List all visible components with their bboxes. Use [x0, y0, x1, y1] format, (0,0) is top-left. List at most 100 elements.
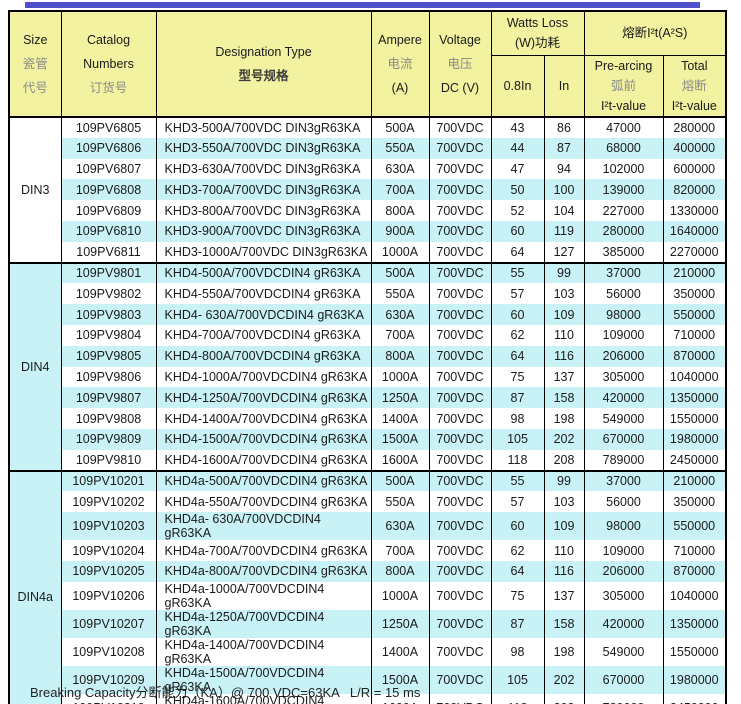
table-row: 109PV10208 KHD4a-1400A/700VDCDIN4 gR63KA 1… — [9, 637, 727, 666]
watts-loss-08in-cell: 60 — [490, 304, 545, 325]
watts-loss-in-cell: 103 — [543, 491, 585, 513]
header-size-zh2: 代号 — [22, 81, 48, 95]
header-catalog: Catalog Numbers 订货号 — [60, 10, 157, 118]
total-i2t-cell: 710000 — [662, 540, 727, 561]
total-i2t-cell: 820000 — [662, 179, 727, 201]
table-row: 109PV10205 KHD4a-800A/700VDCDIN4 gR63KA 80… — [9, 560, 727, 582]
ampere-cell: 500A — [370, 469, 430, 492]
prearcing-i2t-cell: 420000 — [583, 609, 664, 638]
header-ampere-en: Ampere — [378, 33, 422, 47]
designation-type-cell: KHD4-800A/700VDCDIN4 gR63KA — [155, 345, 372, 367]
catalog-number-cell: 109PV9801 — [60, 261, 157, 284]
ampere-cell: 1500A — [370, 665, 430, 694]
catalog-number-cell: 109PV10203 — [60, 512, 157, 541]
header-total-sub: I²t-value — [671, 98, 717, 113]
header-designation-en: Designation Type — [215, 45, 312, 59]
voltage-cell: 700VDC — [428, 449, 492, 471]
ampere-cell: 550A — [370, 283, 430, 305]
total-i2t-cell: 870000 — [662, 560, 727, 582]
designation-type-cell: KHD4-1000A/700VDCDIN4 gR63KA — [155, 366, 372, 388]
header-ampere: Ampere 电流 (A) — [370, 10, 430, 118]
designation-type-cell: KHD3-700A/700VDC DIN3gR63KA — [155, 179, 372, 201]
watts-loss-in-cell: 198 — [543, 408, 585, 429]
header-voltage-unit: DC (V) — [440, 81, 480, 95]
total-i2t-cell: 400000 — [662, 137, 727, 159]
voltage-cell: 700VDC — [428, 387, 492, 409]
voltage-cell: 700VDC — [428, 116, 492, 138]
watts-loss-08in-cell: 118 — [490, 693, 545, 704]
prearcing-i2t-cell: 68000 — [583, 137, 664, 159]
prearcing-i2t-cell: 789000 — [583, 693, 664, 704]
total-i2t-cell: 1640000 — [662, 220, 727, 242]
catalog-number-cell: 109PV6806 — [60, 137, 157, 159]
voltage-cell: 700VDC — [428, 158, 492, 180]
table-row: DIN4a 109PV10201 KHD4a-500A/700VDCDIN4 gR6… — [8, 469, 727, 704]
designation-type-cell: KHD4a-550A/700VDCDIN4 gR63KA — [155, 491, 372, 513]
designation-type-cell: KHD3-630A/700VDC DIN3gR63KA — [155, 158, 372, 180]
prearcing-i2t-cell: 549000 — [583, 408, 664, 429]
voltage-cell: 700VDC — [428, 540, 492, 561]
ampere-cell: 550A — [370, 137, 430, 159]
voltage-cell: 700VDC — [428, 637, 492, 666]
prearcing-i2t-cell: 37000 — [583, 261, 664, 284]
watts-loss-08in-cell: 75 — [490, 581, 545, 610]
designation-type-cell: KHD4a-1500A/700VDCDIN4 gR63KA — [155, 665, 372, 694]
header-prearcing-sub: I²t-value — [600, 98, 647, 113]
voltage-cell: 700VDC — [428, 283, 492, 305]
watts-loss-in-cell: 86 — [543, 116, 585, 138]
table-row: 109PV6809 KHD3-800A/700VDC DIN3gR63KA 800A… — [9, 200, 727, 221]
table-row: 109PV6806 KHD3-550A/700VDC DIN3gR63KA 550A… — [9, 137, 727, 159]
top-divider-bar — [25, 2, 700, 8]
ampere-cell: 630A — [370, 512, 430, 541]
catalog-number-cell: 109PV6808 — [60, 179, 157, 201]
watts-loss-08in-cell: 105 — [490, 665, 545, 694]
watts-loss-08in-cell: 60 — [490, 512, 545, 541]
watts-loss-08in-cell: 43 — [490, 116, 545, 138]
voltage-cell: 700VDC — [428, 220, 492, 242]
watts-loss-in-cell: 116 — [543, 345, 585, 367]
table-row: 109PV10206 KHD4a-1000A/700VDCDIN4 gR63KA 1… — [9, 581, 727, 610]
ampere-cell: 500A — [370, 116, 430, 138]
catalog-number-cell: 109PV10208 — [60, 637, 157, 666]
voltage-cell: 700VDC — [428, 428, 492, 450]
voltage-cell: 700VDC — [428, 512, 492, 541]
watts-loss-08in-cell: 87 — [490, 609, 545, 638]
catalog-number-cell: 109PV9806 — [60, 366, 157, 388]
table-row: 109PV9808 KHD4-1400A/700VDCDIN4 gR63KA 140… — [9, 408, 727, 429]
total-i2t-cell: 1040000 — [662, 366, 727, 388]
table-row: 109PV9806 KHD4-1000A/700VDCDIN4 gR63KA 100… — [9, 366, 727, 388]
header-catalog-en2: Numbers — [83, 57, 134, 71]
designation-type-cell: KHD4a-800A/700VDCDIN4 gR63KA — [155, 560, 372, 582]
total-i2t-cell: 2450000 — [662, 693, 727, 704]
watts-loss-in-cell: 119 — [543, 220, 585, 242]
ampere-cell: 700A — [370, 179, 430, 201]
watts-loss-in-cell: 99 — [543, 261, 585, 284]
watts-loss-in-cell: 198 — [543, 637, 585, 666]
designation-type-cell: KHD4a-1400A/700VDCDIN4 gR63KA — [155, 637, 372, 666]
header-designation: Designation Type 型号规格 — [155, 10, 372, 118]
catalog-number-cell: 109PV10206 — [60, 581, 157, 610]
watts-loss-in-cell: 158 — [543, 609, 585, 638]
voltage-cell: 700VDC — [428, 179, 492, 201]
table-row: 109PV10204 KHD4a-700A/700VDCDIN4 gR63KA 70… — [9, 540, 727, 561]
total-i2t-cell: 870000 — [662, 345, 727, 367]
total-i2t-cell: 1980000 — [662, 428, 727, 450]
size-cell: DIN4 — [8, 261, 62, 471]
watts-loss-in-cell: 158 — [543, 387, 585, 409]
watts-loss-in-cell: 202 — [543, 428, 585, 450]
prearcing-i2t-cell: 670000 — [583, 665, 664, 694]
table-row: 109PV9804 KHD4-700A/700VDCDIN4 gR63KA 700A… — [9, 324, 727, 346]
voltage-cell: 700VDC — [428, 366, 492, 388]
catalog-number-cell: 109PV6810 — [60, 220, 157, 242]
watts-loss-08in-cell: 98 — [490, 637, 545, 666]
total-i2t-cell: 210000 — [662, 261, 727, 284]
watts-loss-08in-cell: 64 — [490, 241, 545, 263]
ampere-cell: 1000A — [370, 366, 430, 388]
header-watts-loss-group: Watts Loss (W)功耗 — [490, 10, 585, 56]
prearcing-i2t-cell: 789000 — [583, 449, 664, 471]
catalog-number-cell: 109PV9808 — [60, 408, 157, 429]
table-body: DIN3 109PV6805 KHD3-500A/700VDC DIN3gR63KA… — [8, 116, 727, 704]
prearcing-i2t-cell: 47000 — [583, 116, 664, 138]
voltage-cell: 700VDC — [428, 491, 492, 513]
designation-type-cell: KHD3-500A/700VDC DIN3gR63KA — [155, 116, 372, 138]
